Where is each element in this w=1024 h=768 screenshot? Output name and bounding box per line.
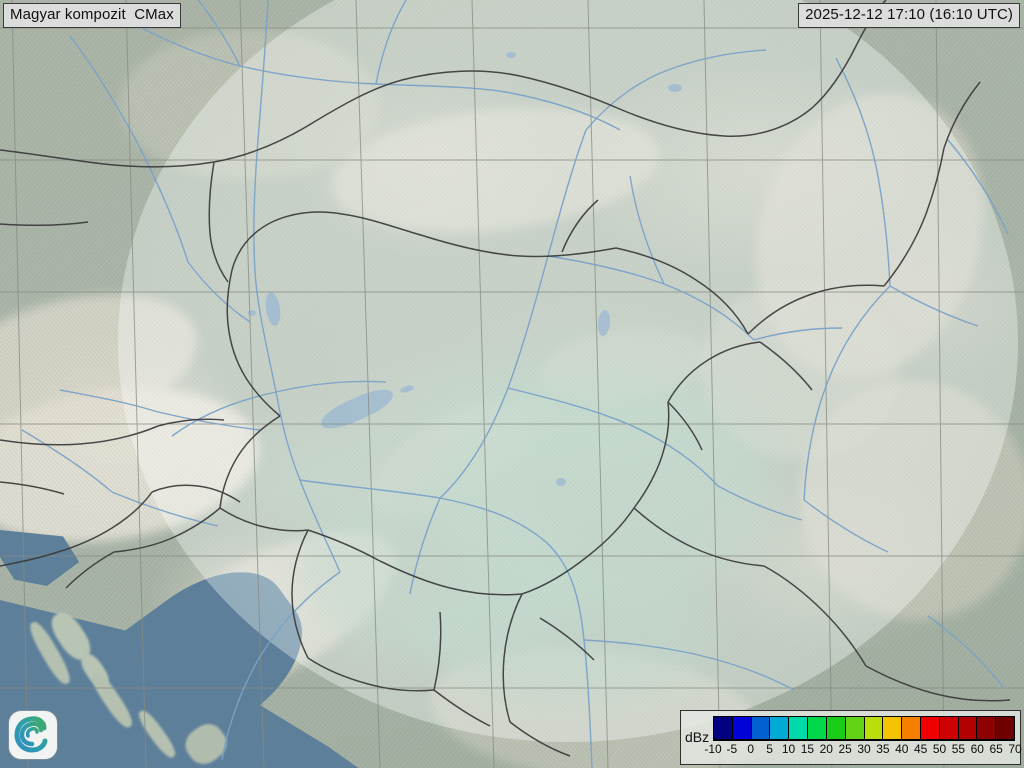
vojvodina-lowland [420, 560, 720, 700]
dbz-color-scale-legend: dBz -10 -5 0 5 10 15 20 25 30 35 40 45 50 55 60 65 70 [680, 710, 1022, 765]
dbz-swatch [714, 717, 733, 739]
dbz-swatch [826, 717, 846, 739]
dbz-tick-label: 60 [970, 742, 984, 756]
dbz-swatch [996, 717, 1014, 739]
dbz-swatch [902, 717, 921, 739]
timestamp-box: 2025-12-12 17:10 (16:10 UTC) [798, 3, 1020, 28]
dbz-tick-label: 5 [766, 742, 773, 756]
dbz-tick-label: 10 [781, 742, 796, 756]
radar-coverage-circle [118, 0, 1018, 742]
dbz-swatch [958, 717, 978, 739]
dbz-swatch [864, 717, 884, 739]
spiral-logo-icon [14, 716, 48, 753]
dbz-swatch [939, 717, 959, 739]
dbz-tick-label: -5 [726, 742, 738, 756]
dbz-tick-label: 50 [932, 742, 947, 756]
dbz-swatch [920, 717, 940, 739]
dbz-tick-label: 70 [1008, 742, 1022, 756]
reservoir-slovenia [248, 310, 256, 316]
dbz-color-swatches [713, 716, 1015, 740]
dbz-swatch [732, 717, 752, 739]
reservoir-north [506, 52, 516, 58]
dbz-swatch [977, 717, 997, 739]
legend-axis-line [713, 740, 1015, 741]
dbz-swatch [751, 717, 771, 739]
dbz-tick-labels: -10 -5 0 5 10 15 20 25 30 35 40 45 50 55 60 65 70 [704, 742, 1021, 758]
dbz-swatch [770, 717, 790, 739]
reservoir-northeast [668, 84, 682, 92]
dbz-tick-label: 15 [800, 742, 815, 756]
dbz-tick-label: 45 [913, 742, 928, 756]
reservoir-east [556, 478, 566, 486]
dbz-tick-label: 25 [838, 742, 852, 756]
legend-axis-cap [713, 733, 714, 741]
dbz-swatch [789, 717, 809, 739]
dbz-unit-label: dBz [685, 729, 710, 745]
dbz-tick-label: 30 [857, 742, 871, 756]
rivers [21, 0, 1009, 768]
dbz-tick-label: 65 [989, 742, 1003, 756]
dbz-swatch [883, 717, 903, 739]
country-borders [0, 0, 1011, 757]
dbz-tick-label: 40 [895, 742, 909, 756]
hungaromet-logo[interactable] [9, 711, 57, 759]
dbz-swatch [808, 717, 827, 739]
dbz-tick-label: 35 [876, 742, 890, 756]
dbz-tick-label: 55 [951, 742, 966, 756]
dbz-swatch [845, 717, 865, 739]
product-title-box: Magyar kompozit CMax [3, 3, 181, 28]
bohemian-uplands [120, 30, 380, 180]
dbz-tick-label: 0 [747, 742, 755, 756]
dbz-tick-label: -10 [704, 742, 722, 756]
dbz-tick-label: 20 [819, 742, 833, 756]
